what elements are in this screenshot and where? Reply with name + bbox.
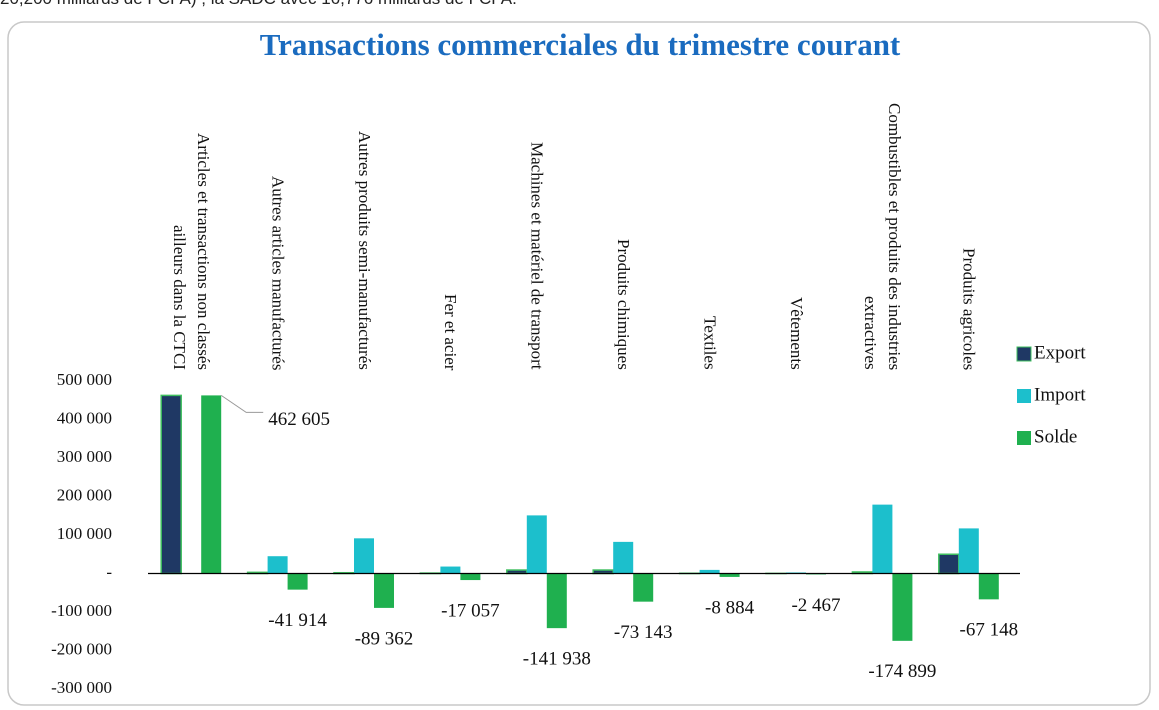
x-tick-label: Produits agricoles [959, 247, 979, 370]
bar [374, 573, 394, 608]
category-label-box: Produits agricoles [926, 95, 1012, 370]
y-tick-label: -200 000 [51, 639, 112, 658]
bar [160, 394, 182, 575]
y-tick-label: 200 000 [57, 485, 112, 504]
y-tick-label: 500 000 [57, 370, 112, 389]
bar [546, 573, 567, 629]
bar [460, 573, 481, 581]
chart-title: Transactions commerciales du trimestre c… [260, 27, 901, 62]
bar [938, 553, 960, 575]
data-label: -17 057 [441, 600, 500, 621]
category-label-box: Machines et matériel de transport [494, 95, 580, 370]
x-tick-label: Fer et acier [441, 293, 461, 370]
legend-swatch [1017, 431, 1031, 445]
y-tick-label: 400 000 [57, 408, 112, 427]
bar [958, 528, 979, 574]
bar [267, 556, 288, 574]
y-tick-label: 300 000 [57, 447, 112, 466]
data-label: -8 884 [705, 597, 755, 618]
y-tick-label: -100 000 [51, 601, 112, 620]
bar [872, 504, 893, 574]
x-tick-label: Autres produits semi-manufacturés [354, 131, 374, 370]
category-label-box: Autres produits semi-manufacturés [321, 95, 407, 370]
bar [699, 569, 720, 574]
legend-label: Solde [1034, 426, 1077, 447]
x-tick-label: Machines et matériel de transport [527, 142, 547, 370]
chart-frame [7, 21, 1151, 706]
data-label: -41 914 [268, 610, 327, 631]
legend-label: Export [1034, 342, 1086, 363]
category-label-box: Fer et acier [407, 95, 493, 370]
bar [633, 573, 654, 602]
y-tick-label: -300 000 [51, 678, 112, 697]
data-label: -67 148 [960, 620, 1019, 641]
bar [354, 538, 374, 574]
category-label-box: Autres articles manufacturés [234, 95, 320, 370]
y-tick-label: - [106, 562, 112, 581]
y-tick-label: 100 000 [57, 524, 112, 543]
bar [719, 573, 740, 577]
legend-swatch [1016, 346, 1032, 362]
x-tick-label: Combustibles et produits des industries … [861, 102, 905, 370]
bar [201, 395, 222, 574]
category-label-box: Articles et transactions non classés ail… [148, 95, 234, 370]
data-label: -141 938 [523, 649, 591, 670]
bar [613, 541, 634, 574]
legend-swatch [1017, 389, 1031, 403]
data-label: -2 467 [791, 595, 840, 616]
data-label: -73 143 [614, 622, 673, 643]
bar [526, 515, 547, 574]
category-label-box: Produits chimiques [580, 95, 666, 370]
category-label-box: Textiles [666, 95, 752, 370]
bar [978, 573, 999, 600]
legend-label: Import [1034, 384, 1086, 405]
x-tick-label: Vêtements [786, 297, 806, 370]
bar [440, 566, 461, 574]
category-label-box: Vêtements [753, 95, 839, 370]
data-label: -174 899 [868, 661, 936, 682]
x-tick-label: Textiles [700, 316, 720, 370]
header-text: 20,200 milliards de FCFA) ; la SADC avec… [0, 0, 517, 9]
bar [892, 573, 913, 641]
category-label-box: Combustibles et produits des industries … [839, 95, 925, 370]
bar [287, 573, 308, 590]
data-label: 462 605 [268, 409, 330, 430]
data-label: -89 362 [355, 628, 414, 649]
x-tick-label: Autres articles manufacturés [268, 175, 288, 370]
leader-line [220, 394, 264, 413]
x-tick-label: Articles et transactions non classés ail… [170, 133, 213, 370]
x-tick-label: Produits chimiques [614, 239, 633, 370]
